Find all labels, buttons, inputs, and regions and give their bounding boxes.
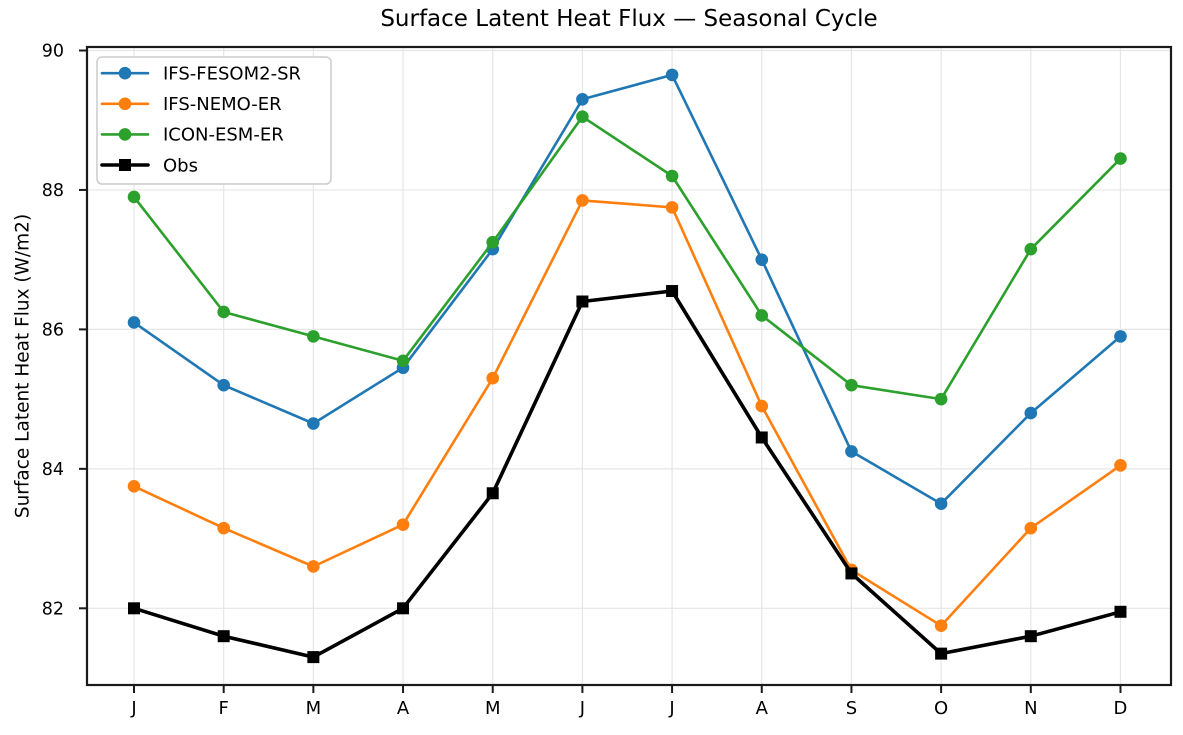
marker-Obs-1	[217, 630, 230, 643]
x-tick-label-9: O	[934, 698, 948, 719]
marker-ICON-ESM-ER-5	[576, 110, 589, 124]
marker-ICON-ESM-ER-8	[845, 378, 858, 392]
marker-ICON-ESM-ER-9	[934, 392, 948, 406]
marker-Obs-4	[486, 487, 499, 500]
marker-IFS-NEMO-ER-11	[1114, 459, 1127, 472]
legend-swatch-marker-IFS-FESOM2-SR	[118, 66, 132, 80]
x-tick-label-8: S	[846, 698, 857, 719]
y-tick-label-90: 90	[42, 42, 64, 62]
legend-label-ICON-ESM-ER: ICON-ESM-ER	[163, 125, 284, 146]
marker-ICON-ESM-ER-3	[396, 354, 410, 368]
y-axis-label: Surface Latent Heat Flux (W/m2)	[12, 213, 34, 519]
marker-ICON-ESM-ER-1	[217, 305, 230, 319]
legend-swatch-marker-Obs	[119, 159, 131, 171]
marker-Obs-5	[576, 295, 589, 308]
x-tick-label-5: J	[579, 698, 585, 719]
marker-Obs-0	[128, 602, 140, 615]
x-tick-label-0: J	[130, 698, 136, 719]
marker-IFS-FESOM2-SR-7	[755, 253, 769, 266]
marker-IFS-FESOM2-SR-8	[845, 445, 858, 458]
marker-Obs-2	[307, 651, 320, 664]
marker-IFS-NEMO-ER-5	[576, 194, 589, 207]
marker-ICON-ESM-ER-7	[755, 309, 769, 322]
series-line-ICON-ESM-ER	[132, 115, 1122, 401]
x-tick-label-7: A	[756, 698, 769, 719]
marker-IFS-FESOM2-SR-9	[934, 497, 948, 511]
marker-IFS-NEMO-ER-3	[396, 518, 410, 531]
marker-IFS-NEMO-ER-10	[1024, 521, 1038, 535]
ticks: 82 84 86 88 90 J F M A M J J A S O N D	[42, 42, 1128, 719]
marker-Obs-10	[1024, 630, 1037, 643]
marker-Obs-6	[666, 285, 679, 298]
marker-IFS-NEMO-ER-4	[486, 371, 500, 385]
marker-IFS-FESOM2-SR-1	[217, 378, 230, 392]
legend-label-IFS-NEMO-ER: IFS-NEMO-ER	[163, 94, 282, 115]
x-tick-label-10: N	[1024, 698, 1037, 719]
marker-IFS-FESOM2-SR-10	[1024, 406, 1038, 420]
series-line-Obs	[132, 289, 1123, 659]
y-tick-label-86: 86	[42, 321, 64, 341]
legend-label-IFS-FESOM2-SR: IFS-FESOM2-SR	[163, 64, 301, 85]
marker-Obs-3	[397, 602, 410, 615]
chart-title: Surface Latent Heat Flux — Seasonal Cycl…	[380, 6, 878, 32]
marker-IFS-NEMO-ER-6	[665, 201, 679, 214]
marker-Obs-8	[845, 567, 858, 580]
marker-IFS-NEMO-ER-9	[934, 619, 948, 633]
series-line-IFS-FESOM2-SR	[132, 73, 1122, 505]
series-line-IFS-NEMO-ER	[132, 199, 1122, 627]
marker-IFS-NEMO-ER-0	[127, 479, 141, 493]
legend-swatch-marker-IFS-NEMO-ER	[118, 97, 132, 111]
y-tick-label-88: 88	[42, 181, 64, 201]
x-tick-label-6: J	[668, 698, 674, 719]
x-tick-label-2: M	[306, 698, 322, 719]
marker-IFS-FESOM2-SR-5	[576, 92, 589, 106]
marker-IFS-NEMO-ER-2	[307, 560, 320, 573]
x-tick-label-3: A	[397, 698, 410, 719]
marker-IFS-FESOM2-SR-0	[127, 316, 141, 329]
marker-Obs-11	[1114, 605, 1127, 618]
marker-ICON-ESM-ER-2	[307, 330, 320, 343]
marker-ICON-ESM-ER-0	[127, 190, 141, 204]
legend-label-Obs: Obs	[163, 155, 198, 176]
marker-ICON-ESM-ER-10	[1024, 242, 1038, 256]
y-tick-label-84: 84	[42, 460, 64, 480]
marker-IFS-FESOM2-SR-6	[665, 68, 679, 82]
marker-IFS-NEMO-ER-7	[755, 399, 769, 413]
x-tick-label-4: M	[485, 698, 501, 719]
legend: IFS-FESOM2-SR IFS-NEMO-ER ICON-ESM-ER Obs	[96, 56, 332, 185]
axes-spines	[85, 45, 1173, 687]
legend-box	[96, 56, 332, 185]
marker-ICON-ESM-ER-4	[486, 235, 500, 249]
series-group	[127, 68, 1127, 664]
y-tick-label-82: 82	[42, 600, 64, 620]
x-tick-label-1: F	[219, 698, 229, 719]
marker-ICON-ESM-ER-11	[1114, 152, 1127, 165]
marker-IFS-FESOM2-SR-11	[1114, 330, 1127, 343]
marker-Obs-9	[935, 647, 948, 660]
marker-IFS-NEMO-ER-1	[217, 521, 230, 535]
x-tick-label-11: D	[1114, 698, 1128, 719]
legend-swatch-marker-ICON-ESM-ER	[118, 128, 132, 141]
marker-ICON-ESM-ER-6	[665, 169, 679, 183]
marker-Obs-7	[755, 431, 768, 444]
marker-IFS-FESOM2-SR-2	[307, 417, 320, 430]
